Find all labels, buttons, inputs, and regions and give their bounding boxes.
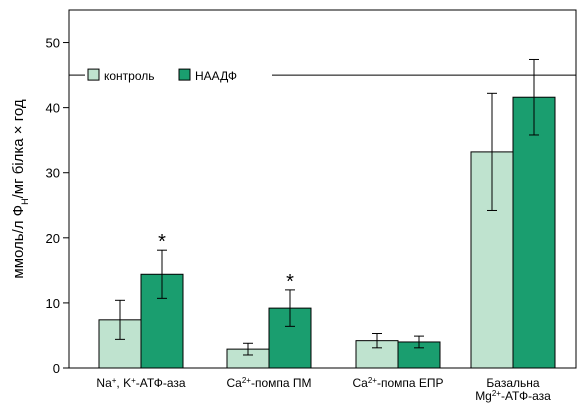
superscript: + xyxy=(112,376,117,385)
x-category-label: Ca2+-помпа ПМ xyxy=(226,376,311,391)
superscript: 2+ xyxy=(492,389,501,398)
legend-label: контроль xyxy=(104,69,155,83)
y-tick-label: 10 xyxy=(46,296,60,311)
significance-marker: * xyxy=(286,271,294,293)
x-category-label: Базальна xyxy=(486,376,539,390)
bar-mg-series-1 xyxy=(512,96,556,369)
text-run: Ca xyxy=(352,376,368,390)
y-axis-label: ммоль/л ФН/мг білка × год xyxy=(10,99,30,278)
significance-marker: * xyxy=(158,231,166,253)
legend-label: НААДФ xyxy=(195,69,237,83)
legend-swatch xyxy=(178,68,191,81)
text-run: Базальна xyxy=(486,376,539,390)
x-category-label: Ca2+-помпа ЕПР xyxy=(352,376,443,391)
superscript: 2+ xyxy=(242,376,251,385)
legend: контроль НААДФ xyxy=(69,68,576,83)
y-tick-label: 20 xyxy=(46,231,60,246)
text-run: -АТФ-аза xyxy=(136,376,186,390)
x-category-label: Na+, K+-АТФ-аза xyxy=(96,376,186,391)
x-category-label: Mg2+-АТФ-аза xyxy=(475,389,551,404)
legend-swatch xyxy=(87,68,100,81)
text-run: Na xyxy=(96,376,112,390)
text-run: , K xyxy=(116,376,131,390)
plot-frame xyxy=(68,9,577,369)
text-run: Mg xyxy=(475,389,492,403)
text-run: /мг білка × год xyxy=(10,99,27,198)
text-run: ммоль/л Ф xyxy=(10,205,27,279)
y-tick-label: 0 xyxy=(53,361,60,376)
text-run: -АТФ-аза xyxy=(501,389,551,403)
superscript: + xyxy=(131,376,136,385)
y-tick-label: 40 xyxy=(46,101,60,116)
bars: ** xyxy=(98,58,556,369)
axes: 0 10 20 30 40 50 xyxy=(46,9,577,376)
text-run: -помпа ЕПР xyxy=(377,376,444,390)
y-tick-label: 30 xyxy=(46,166,60,181)
subscript: Н xyxy=(20,198,30,205)
text-run: -помпа ПМ xyxy=(251,376,312,390)
text-run: Ca xyxy=(226,376,242,390)
superscript: 2+ xyxy=(368,376,377,385)
y-tick-label: 50 xyxy=(46,36,60,51)
